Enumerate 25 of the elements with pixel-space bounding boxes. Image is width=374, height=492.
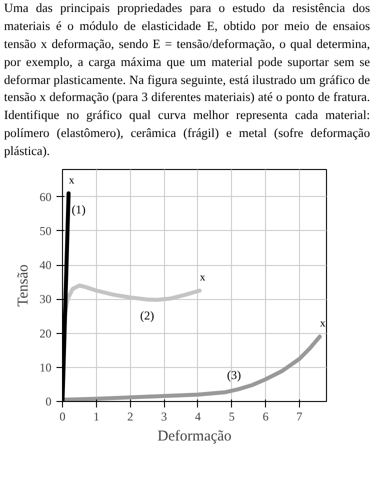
line-series <box>62 334 322 402</box>
x-axis-title: Deformação <box>157 428 232 444</box>
y-tick-label: 20 <box>40 326 52 340</box>
annotation: x <box>68 174 75 186</box>
y-tick-label: 10 <box>40 360 52 374</box>
y-tick-label: 50 <box>40 224 52 238</box>
x-tick-label: 4 <box>194 409 201 424</box>
annotation: x <box>320 318 326 330</box>
title: Uma das principais propriedades para o estudo da resistência dos materiais é o módulo de elasticidade E, obtido por meio de ensaios tensão x deformação, sendo E = tensão/deformação, o qual determina, por exemplo, a carga máxima que um material pode suportar sem se deformar plasticamente. Na figura seguinte, está ilustrado um gráfico de tensão x deformação (para 3 diferentes materiais) até o ponto de fratura. Identifique no gráfico qual curva melhor representa cada material: polímero (elastômero), cerâmica (frágil) e metal (sofre deformação plástica). <box>4 0 370 160</box>
y-tick-label: 60 <box>40 190 52 204</box>
x-tick-label: 6 <box>262 409 269 424</box>
y-tick-label: 40 <box>40 258 52 272</box>
annotation: x <box>200 271 206 284</box>
series-label: (3) <box>227 368 242 382</box>
x-tick-label: 3 <box>161 409 168 424</box>
series-label: (2) <box>140 308 154 322</box>
y-tick-label: 0 <box>46 394 52 408</box>
x-tick-label: 0 <box>60 409 66 424</box>
x-tick-label: 2 <box>127 409 134 424</box>
y-tick-label: 30 <box>40 292 52 306</box>
x-tick-label: 1 <box>93 409 100 424</box>
x-tick-label: 5 <box>228 409 235 424</box>
series-label: (1) <box>72 202 86 216</box>
x-tick-label: 7 <box>296 409 302 424</box>
y-axis-title: Tensão <box>16 264 32 307</box>
